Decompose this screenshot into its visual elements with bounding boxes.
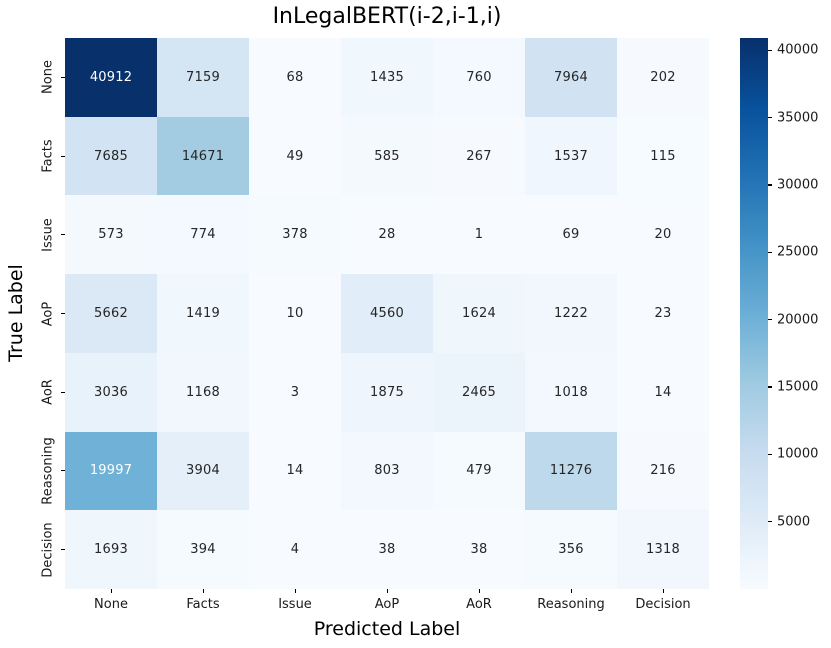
heatmap-cell: 5662 xyxy=(65,274,157,353)
heatmap-cell: 3 xyxy=(249,352,341,432)
y-axis-label: True Label xyxy=(5,264,27,362)
colorbar-tick-mark xyxy=(768,453,772,455)
y-tick-mark xyxy=(61,155,65,157)
heatmap-cell: 1222 xyxy=(525,274,617,353)
heatmap-cell: 1693 xyxy=(65,510,157,589)
colorbar-tick-label: 30000 xyxy=(777,177,819,193)
heatmap-cell: 1537 xyxy=(525,116,617,196)
heatmap-cell: 394 xyxy=(157,510,249,589)
heatmap-cell: 1875 xyxy=(341,352,433,432)
heatmap-cell: 11276 xyxy=(525,431,617,511)
colorbar xyxy=(740,38,768,589)
colorbar-tick-mark xyxy=(768,319,772,321)
heatmap-cell: 1 xyxy=(433,195,525,275)
x-tick-mark xyxy=(478,589,480,593)
colorbar-tick-label: 35000 xyxy=(777,110,819,126)
heatmap-cell: 803 xyxy=(341,431,433,511)
heatmap-cell: 38 xyxy=(433,510,525,589)
colorbar-tick-mark xyxy=(768,184,772,186)
colorbar-tick-label: 15000 xyxy=(777,379,819,395)
x-tick-label: Decision xyxy=(635,597,691,612)
heatmap-cell: 216 xyxy=(617,431,709,511)
heatmap-cell: 14 xyxy=(617,352,709,432)
heatmap-cell: 23 xyxy=(617,274,709,353)
colorbar-tick-mark xyxy=(768,521,772,523)
heatmap-cell: 14 xyxy=(249,431,341,511)
colorbar-tick-label: 25000 xyxy=(777,244,819,260)
heatmap-cell: 1435 xyxy=(341,38,433,117)
x-tick-mark xyxy=(570,589,572,593)
heatmap-cell: 573 xyxy=(65,195,157,275)
y-tick-mark xyxy=(61,391,65,393)
y-tick-mark xyxy=(61,313,65,314)
colorbar-tick-label: 40000 xyxy=(777,42,819,58)
x-tick-label: AoP xyxy=(374,597,400,612)
heatmap-cell: 760 xyxy=(433,38,525,117)
x-tick-mark xyxy=(662,589,664,593)
y-tick-label: Reasoning xyxy=(40,437,56,505)
heatmap-cell: 38 xyxy=(341,510,433,589)
x-tick-label: Reasoning xyxy=(537,597,605,612)
heatmap-grid: 40912 7159 68 1435 760 7964 202 7685 14671 49 585 2… xyxy=(65,38,709,589)
y-tick-label: Decision xyxy=(40,521,56,578)
heatmap-cell: 585 xyxy=(341,116,433,196)
x-tick-mark xyxy=(386,589,388,593)
colorbar-tick-mark xyxy=(768,117,772,119)
heatmap-cell: 3904 xyxy=(157,431,249,511)
heatmap-cell: 4 xyxy=(249,510,341,589)
y-tick-mark xyxy=(61,76,65,78)
colorbar-tick-mark xyxy=(768,251,772,253)
heatmap-cell: 4560 xyxy=(341,274,433,353)
heatmap-cell: 1318 xyxy=(617,510,709,589)
heatmap-cell: 1419 xyxy=(157,274,249,353)
heatmap-cell: 7685 xyxy=(65,116,157,196)
heatmap-cell: 14671 xyxy=(157,116,249,196)
heatmap-cell: 7964 xyxy=(525,38,617,117)
heatmap-cell: 20 xyxy=(617,195,709,275)
heatmap-cell: 356 xyxy=(525,510,617,589)
colorbar-tick-mark xyxy=(768,49,772,51)
x-tick-mark xyxy=(202,589,204,593)
x-tick-label: None xyxy=(94,597,128,612)
heatmap-cell: 10 xyxy=(249,274,341,353)
heatmap-cell: 40912 xyxy=(65,38,157,117)
heatmap-cell: 28 xyxy=(341,195,433,275)
y-tick-label: Issue xyxy=(40,217,56,252)
heatmap-cell: 267 xyxy=(433,116,525,196)
x-tick-label: Issue xyxy=(278,597,312,612)
chart-title: InLegalBERT(i-2,i-1,i) xyxy=(272,4,502,29)
heatmap-cell: 7159 xyxy=(157,38,249,117)
heatmap-cell: 19997 xyxy=(65,431,157,511)
heatmap-cell: 69 xyxy=(525,195,617,275)
colorbar-tick-label: 5000 xyxy=(777,514,811,530)
heatmap-cell: 378 xyxy=(249,195,341,275)
colorbar-tick-label: 10000 xyxy=(777,446,819,462)
y-tick-mark xyxy=(61,549,65,551)
heatmap-cell: 479 xyxy=(433,431,525,511)
colorbar-tick-mark xyxy=(768,386,772,388)
x-tick-mark xyxy=(294,589,296,593)
heatmap-cell: 49 xyxy=(249,116,341,196)
heatmap-cell: 3036 xyxy=(65,352,157,432)
y-tick-mark xyxy=(61,470,65,472)
x-tick-label: Facts xyxy=(186,597,220,612)
heatmap-cell: 774 xyxy=(157,195,249,275)
y-tick-mark xyxy=(61,234,65,236)
y-tick-label: Facts xyxy=(40,139,56,173)
heatmap-cell: 68 xyxy=(249,38,341,117)
colorbar-tick-label: 20000 xyxy=(777,312,819,328)
x-tick-label: AoR xyxy=(466,597,492,612)
heatmap-cell: 1018 xyxy=(525,352,617,432)
y-tick-label: AoR xyxy=(40,379,56,406)
heatmap-cell: 202 xyxy=(617,38,709,117)
x-tick-mark xyxy=(110,589,112,593)
y-tick-label: None xyxy=(40,60,56,95)
y-tick-label: AoP xyxy=(40,301,56,326)
heatmap-cell: 1624 xyxy=(433,274,525,353)
x-axis-label: Predicted Label xyxy=(313,618,461,640)
heatmap-cell: 115 xyxy=(617,116,709,196)
heatmap-cell: 2465 xyxy=(433,352,525,432)
heatmap-cell: 1168 xyxy=(157,352,249,432)
